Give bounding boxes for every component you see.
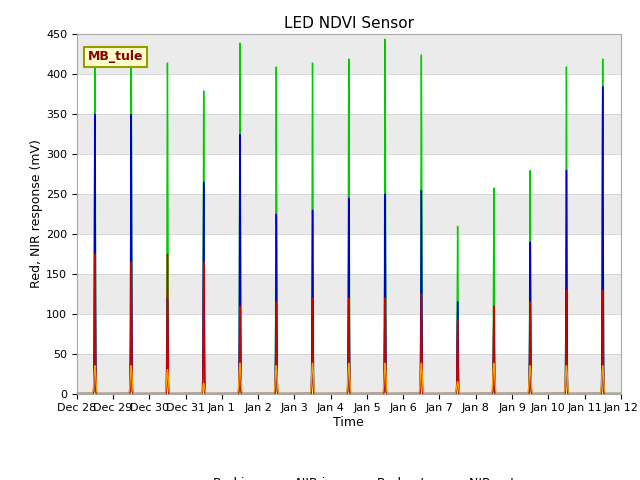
Bar [77, 73, 621, 114]
X-axis label: Time: Time [333, 416, 364, 429]
Bar [77, 313, 621, 354]
Text: MB_tule: MB_tule [88, 50, 143, 63]
Legend: Red in, NIR in, Red out, NIR out: Red in, NIR in, Red out, NIR out [177, 472, 520, 480]
Y-axis label: Red, NIR response (mV): Red, NIR response (mV) [30, 139, 43, 288]
Bar [77, 34, 621, 73]
Bar [77, 234, 621, 274]
Bar [77, 354, 621, 394]
Bar [77, 193, 621, 234]
Title: LED NDVI Sensor: LED NDVI Sensor [284, 16, 414, 31]
Bar [77, 114, 621, 154]
Bar [77, 154, 621, 193]
Bar [77, 274, 621, 313]
